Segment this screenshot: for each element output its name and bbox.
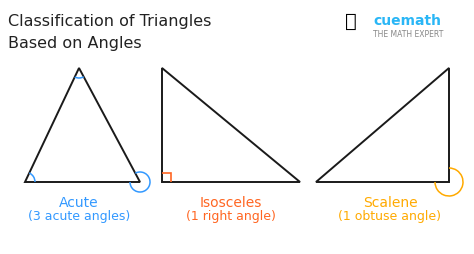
Text: 🚀: 🚀: [345, 12, 357, 31]
Text: Classification of Triangles: Classification of Triangles: [8, 14, 211, 29]
Text: Scalene: Scalene: [363, 196, 417, 210]
Text: cuemath: cuemath: [373, 14, 441, 28]
Text: (1 obtuse angle): (1 obtuse angle): [338, 210, 441, 223]
Text: Acute: Acute: [59, 196, 99, 210]
Text: Based on Angles: Based on Angles: [8, 36, 142, 51]
Text: (3 acute angles): (3 acute angles): [28, 210, 130, 223]
Text: THE MATH EXPERT: THE MATH EXPERT: [373, 30, 443, 39]
Text: Isosceles: Isosceles: [200, 196, 262, 210]
Text: (1 right angle): (1 right angle): [186, 210, 276, 223]
